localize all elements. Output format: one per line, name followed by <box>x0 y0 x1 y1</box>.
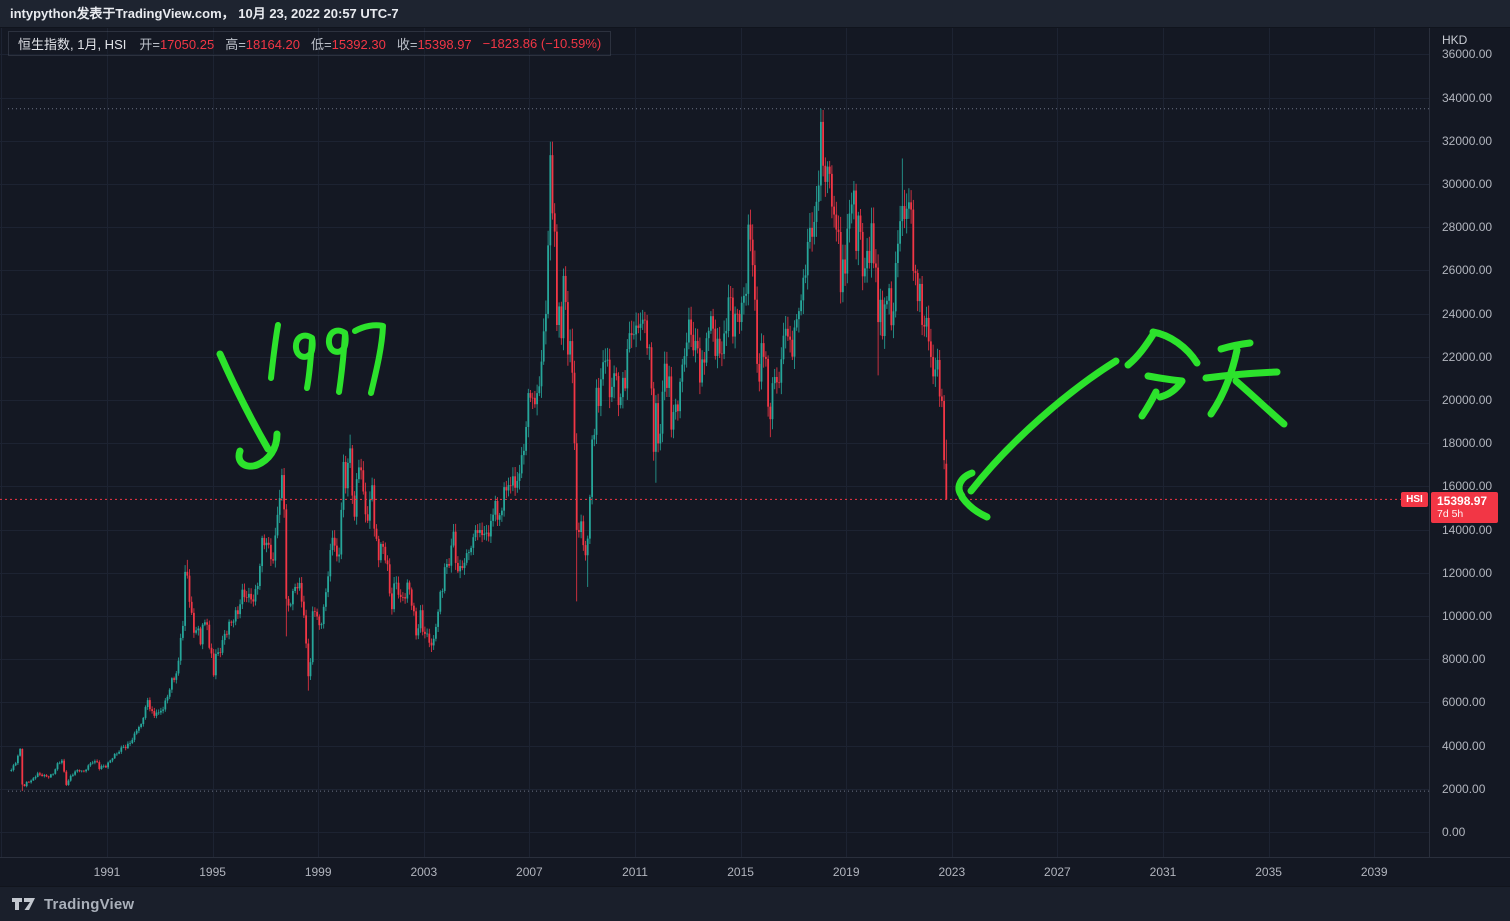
price-tick-label: 0.00 <box>1442 825 1466 839</box>
time-tick-label: 1999 <box>304 865 332 879</box>
price-tick-label: 32000.00 <box>1442 133 1493 148</box>
legend-field-value: 17050.25 <box>159 37 215 52</box>
time-tick-label: 1995 <box>199 865 226 879</box>
legend-field-开: 开=17050.25 <box>139 37 214 52</box>
price-tick-label: 16000.00 <box>1442 479 1493 494</box>
time-tick-label: 2007 <box>516 865 543 879</box>
price-tick-label: 22000.00 <box>1442 349 1493 364</box>
legend-field-label: 低= <box>311 37 332 52</box>
last-price-value: 15398.97 <box>1437 494 1488 508</box>
price-tick-label: 6000.00 <box>1442 695 1486 710</box>
price-tick-label: 34000.00 <box>1442 90 1493 105</box>
price-tick-label: 18000.00 <box>1442 436 1493 451</box>
footer-bar: TradingView <box>0 886 1510 921</box>
legend-field-value: 15398.97 <box>417 37 472 52</box>
time-tick-label: 2003 <box>410 865 438 879</box>
legend-ohlc-fields: 开=17050.25 高=18164.20 低=15392.30 收=15398.97 <box>139 34 482 53</box>
time-tick-label: 1991 <box>93 865 121 879</box>
symbol-title[interactable]: 恒生指数, 1月, HSI <box>18 37 127 52</box>
time-axis[interactable]: 1991 1995 1999 2003 2007 2011 2015 2019 2023 2027… <box>0 857 1510 886</box>
symbol-legend[interactable]: 恒生指数, 1月, HSI 开=17050.25 高=18164.20 低=1539… <box>8 31 612 56</box>
legend-field-高: 高=18164.20 <box>225 37 300 52</box>
legend-field-value: 18164.20 <box>245 37 301 52</box>
time-tick-label: 2039 <box>1360 865 1388 879</box>
legend-field-低: 低=15392.30 <box>311 37 386 52</box>
time-tick-label: 2035 <box>1255 865 1282 879</box>
price-tick-label: 4000.00 <box>1442 738 1486 753</box>
bar-countdown: 7d 5h <box>1437 508 1464 520</box>
price-tick-label: 20000.00 <box>1442 393 1493 407</box>
price-axis[interactable]: HKD 0.00 2000.00 4000.00 6000.00 8000.00 1000… <box>1429 28 1510 857</box>
price-tick-label: 10000.00 <box>1442 609 1493 623</box>
time-tick-label: 2015 <box>727 865 754 879</box>
currency-label: HKD <box>1442 33 1468 47</box>
legend-field-收: 收=15398.97 <box>397 37 472 52</box>
legend-field-value: 15392.30 <box>331 37 386 52</box>
tradingview-logo-icon[interactable] <box>12 896 35 912</box>
legend-field-label: 高= <box>225 37 246 52</box>
price-tick-label: 28000.00 <box>1442 220 1493 235</box>
price-tick-label: 24000.00 <box>1442 306 1493 321</box>
price-tick-label: 26000.00 <box>1442 263 1493 278</box>
price-tick-label: 14000.00 <box>1442 522 1493 537</box>
publication-title: intypython发表于TradingView.com， 10月 23, 20… <box>10 6 399 21</box>
time-tick-label: 2011 <box>622 865 648 879</box>
tradingview-brand[interactable]: TradingView <box>44 895 135 913</box>
time-tick-label: 2023 <box>938 865 966 879</box>
price-tick-label: 2000.00 <box>1442 781 1486 796</box>
legend-field-label: 开= <box>139 37 160 52</box>
price-tick-label: 36000.00 <box>1442 47 1493 62</box>
publication-header: intypython发表于TradingView.com， 10月 23, 20… <box>0 0 1510 28</box>
price-tick-label: 8000.00 <box>1442 652 1486 667</box>
last-price-label: 15398.97 7d 5h <box>1431 492 1498 523</box>
price-tick-label: 30000.00 <box>1442 177 1493 191</box>
legend-field-label: 收= <box>396 37 418 52</box>
legend-change: −1823.86 (−10.59%) <box>482 36 602 51</box>
price-line-symbol-badge: HSI <box>1401 492 1428 507</box>
time-tick-label: 2031 <box>1149 865 1177 879</box>
price-tick-label: 12000.00 <box>1442 565 1493 580</box>
time-tick-label: 2019 <box>832 865 860 879</box>
time-tick-label: 2027 <box>1044 865 1071 879</box>
